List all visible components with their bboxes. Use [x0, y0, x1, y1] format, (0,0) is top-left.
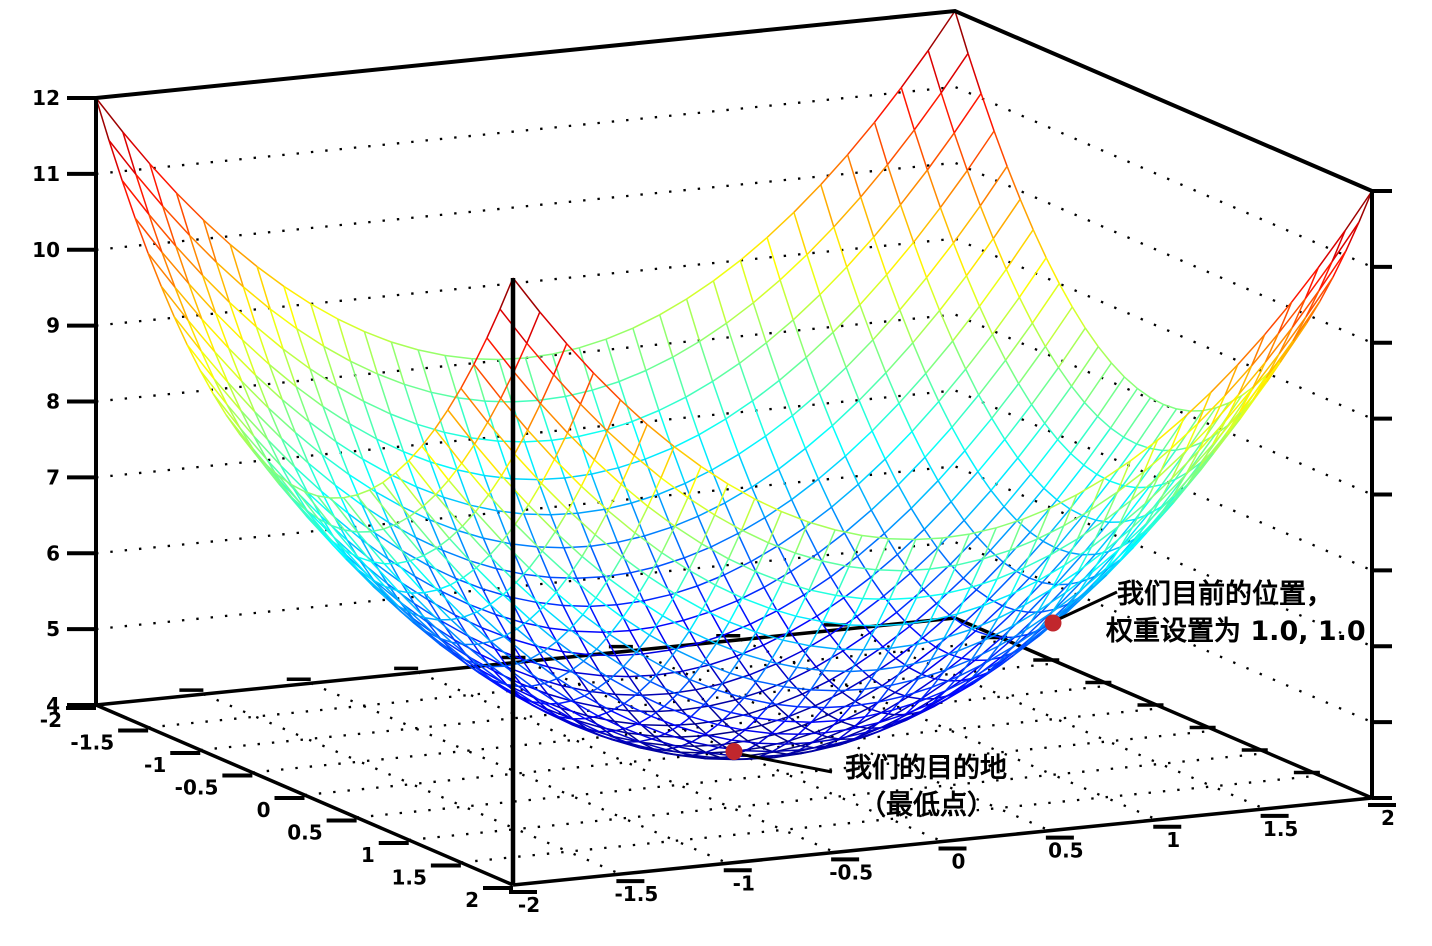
- x-tick-label: 2: [465, 888, 479, 912]
- z-tick-label: 9: [46, 314, 60, 338]
- annotation-destination-line2: （最低点）: [859, 790, 994, 822]
- y-tick-label: -0.5: [829, 860, 873, 884]
- annotation-markers: [725, 590, 1118, 774]
- point-dot-destination: [725, 743, 743, 760]
- y-tick-label: 0: [952, 850, 966, 874]
- y-tick-label: 0.5: [1048, 839, 1083, 863]
- annotation-current-position-line1: 我们目前的位置，: [1117, 579, 1333, 610]
- y-tick-label: -1: [733, 871, 755, 895]
- z-tick-label: 7: [46, 465, 60, 489]
- x-tick-label: 0.5: [287, 821, 322, 845]
- z-tick-label: 11: [32, 162, 60, 186]
- x-tick-label: -0.5: [175, 776, 219, 800]
- z-tick-label: 4: [46, 693, 60, 717]
- x-tick-label: 1.5: [391, 866, 426, 890]
- annotation-destination: 我们的目的地 （最低点）: [845, 750, 1007, 825]
- x-tick-label: -1: [144, 753, 166, 777]
- leader-line-destination: [741, 753, 833, 774]
- z-tick-label: 8: [46, 390, 60, 414]
- axes-box: [94, 8, 1374, 887]
- z-tick-label: 5: [46, 617, 60, 641]
- x-tick-label: 0: [257, 798, 271, 822]
- x-tick-label: 1: [361, 843, 375, 867]
- z-tick-label: 6: [46, 541, 60, 565]
- annotation-current-position-line2: 权重设置为 1.0, 1.0: [1106, 616, 1366, 648]
- y-tick-label: -1.5: [615, 882, 659, 906]
- annotation-destination-line1: 我们的目的地: [845, 753, 1007, 784]
- y-tick-label: -2: [518, 893, 540, 917]
- x-tick-label: -2: [40, 708, 62, 732]
- z-tick-label: 12: [32, 86, 60, 110]
- y-tick-label: 1: [1166, 828, 1180, 852]
- leader-line-current-position: [1058, 590, 1118, 621]
- annotation-current-position: 我们目前的位置， 权重设置为 1.0, 1.0: [1106, 576, 1366, 651]
- y-tick-label: 1.5: [1263, 817, 1298, 841]
- z-tick-label: 10: [32, 238, 60, 262]
- y-tick-label: 2: [1381, 806, 1395, 830]
- wireframe-mesh: [95, 10, 1373, 761]
- point-dot-current-position: [1044, 614, 1062, 632]
- x-tick-label: -1.5: [70, 731, 114, 755]
